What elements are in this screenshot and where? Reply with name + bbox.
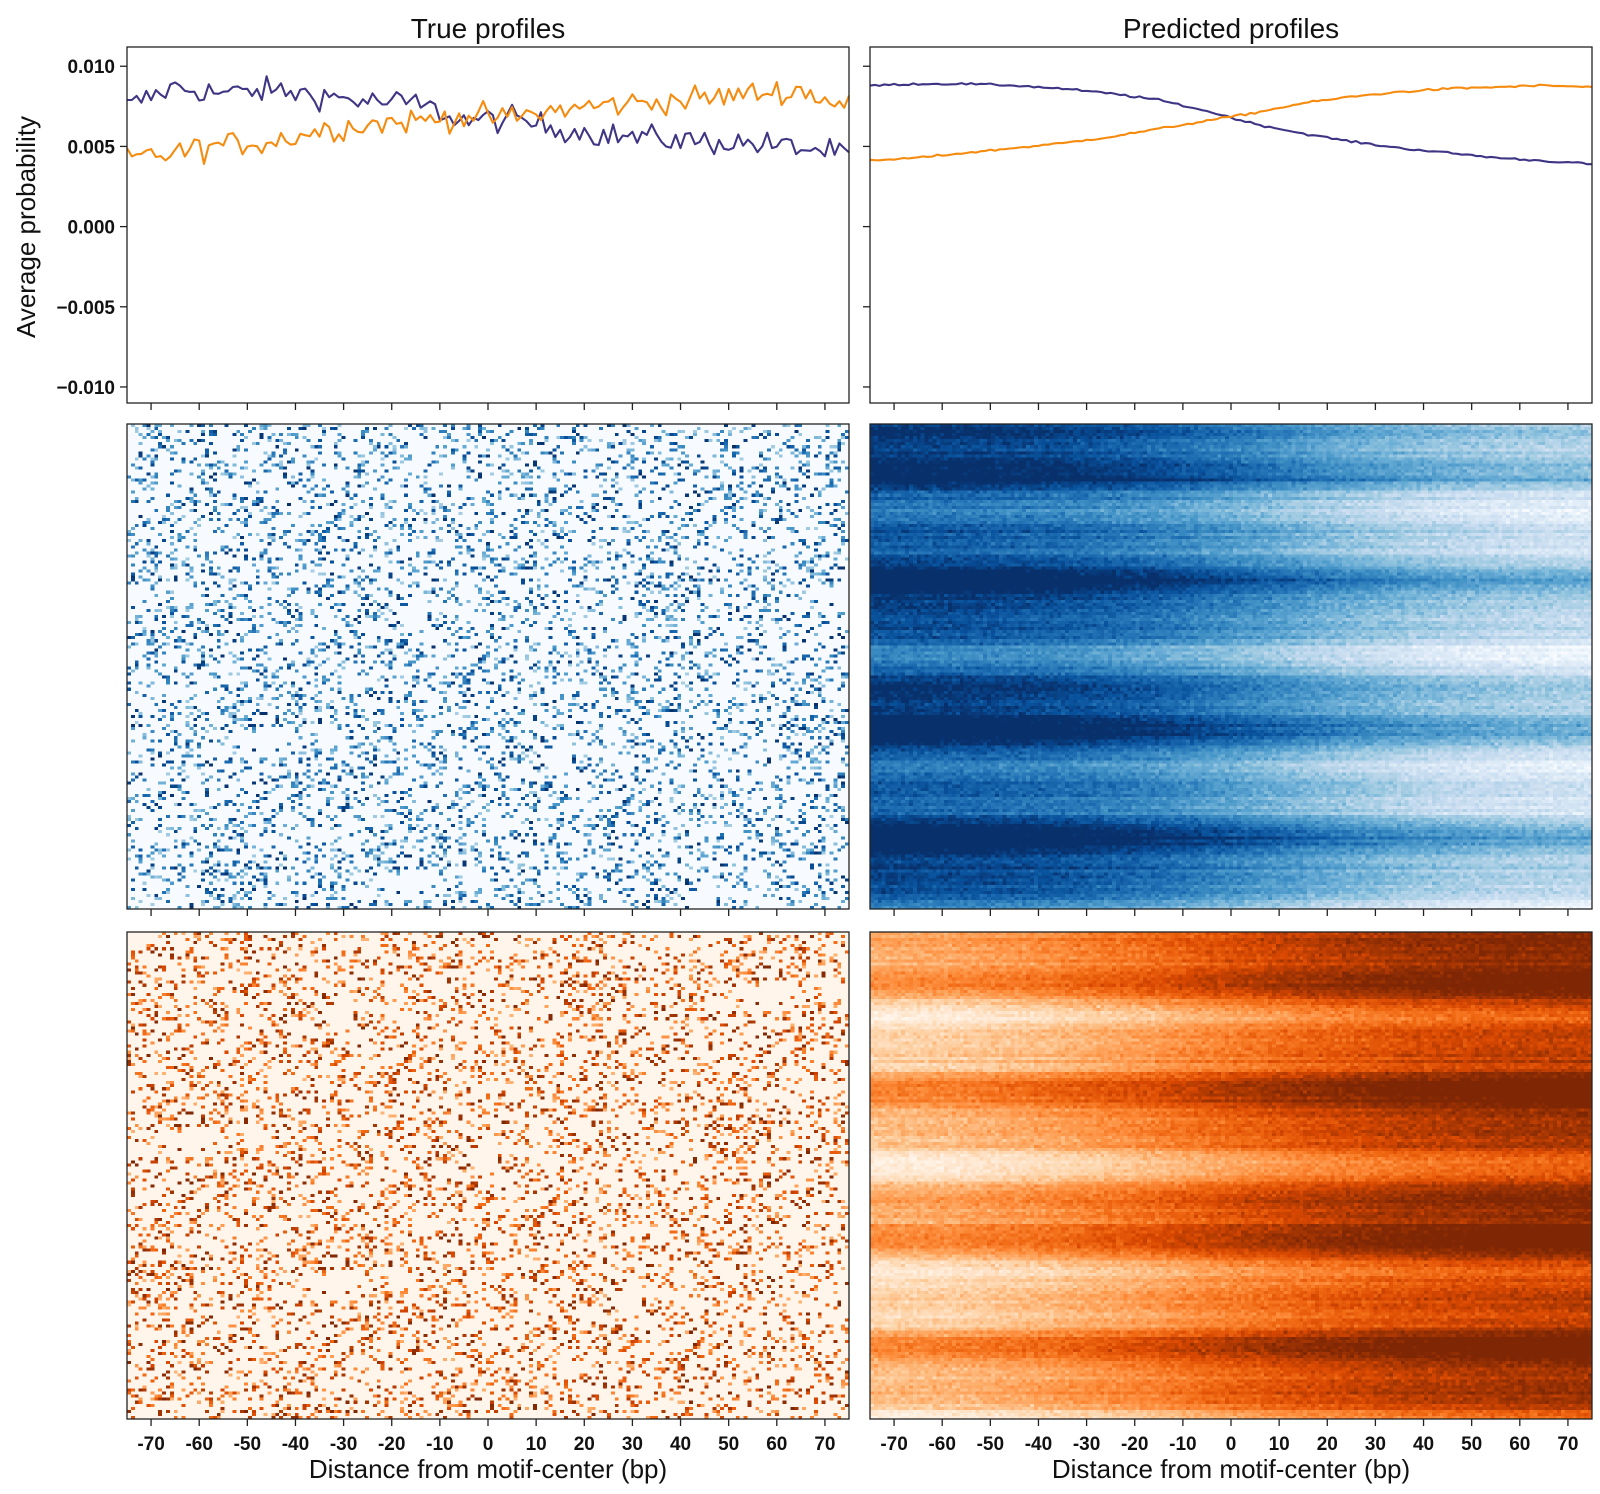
right-xtick-label: 40	[1413, 1434, 1434, 1455]
left-xtick-label: -10	[426, 1434, 453, 1455]
y-axis-label: Average probability	[11, 116, 41, 338]
ytick-label: −0.010	[56, 378, 115, 399]
left-xtick-label: -70	[137, 1434, 164, 1455]
right-xtick-label: 50	[1461, 1434, 1482, 1455]
x-axis-label-right: Distance from motif-center (bp)	[1052, 1454, 1410, 1484]
title-predicted-profiles: Predicted profiles	[1123, 13, 1339, 44]
left-xtick-label: 70	[814, 1434, 835, 1455]
right-xtick-label: -30	[1073, 1434, 1100, 1455]
left-xtick-label: -20	[378, 1434, 405, 1455]
title-true-profiles: True profiles	[411, 13, 566, 44]
left-xtick-label: -30	[330, 1434, 357, 1455]
true-orange-frame	[126, 931, 850, 1420]
right-xtick-label: -10	[1169, 1434, 1196, 1455]
ytick-label: −0.005	[56, 298, 115, 319]
true-blue-heatmap	[127, 424, 849, 909]
predicted-blue-heatmap	[870, 424, 1592, 909]
right-xtick-label: -50	[977, 1434, 1004, 1455]
right-xtick-label: 20	[1317, 1434, 1338, 1455]
true-profiles-frame	[126, 46, 850, 404]
left-series-1-line	[127, 75, 850, 158]
right-xtick-label: 0	[1226, 1434, 1237, 1455]
left-xtick-label: -60	[185, 1434, 212, 1455]
right-xtick-label: 30	[1365, 1434, 1386, 1455]
left-xtick-label: 10	[526, 1434, 547, 1455]
ytick-label: 0.000	[67, 218, 115, 239]
right-xtick-label: 10	[1269, 1434, 1290, 1455]
left-series-2-line	[126, 81, 850, 165]
predicted-orange-heatmap	[870, 932, 1592, 1419]
right-xtick-label: -70	[880, 1434, 907, 1455]
left-xtick-label: -50	[234, 1434, 261, 1455]
true-blue-frame	[126, 423, 850, 910]
ytick-label: 0.005	[67, 137, 115, 158]
right-xtick-label: -40	[1025, 1434, 1052, 1455]
predicted-orange-frame	[869, 931, 1593, 1420]
right-xtick-label: -60	[928, 1434, 955, 1455]
right-series-2-line	[869, 83, 1593, 162]
ytick-label: 0.010	[67, 57, 115, 78]
right-xtick-label: 60	[1509, 1434, 1530, 1455]
left-xtick-label: 60	[766, 1434, 787, 1455]
predicted-blue-frame	[869, 423, 1593, 910]
right-xtick-label: -20	[1121, 1434, 1148, 1455]
predicted-profiles-frame	[869, 46, 1593, 404]
right-xtick-label: 70	[1557, 1434, 1578, 1455]
x-axis-label-left: Distance from motif-center (bp)	[309, 1454, 667, 1484]
left-xtick-label: 40	[670, 1434, 691, 1455]
left-xtick-label: 30	[622, 1434, 643, 1455]
left-xtick-label: 20	[574, 1434, 595, 1455]
true-orange-heatmap	[127, 932, 849, 1419]
left-xtick-label: -40	[282, 1434, 309, 1455]
left-xtick-label: 50	[718, 1434, 739, 1455]
left-xtick-label: 0	[483, 1434, 494, 1455]
